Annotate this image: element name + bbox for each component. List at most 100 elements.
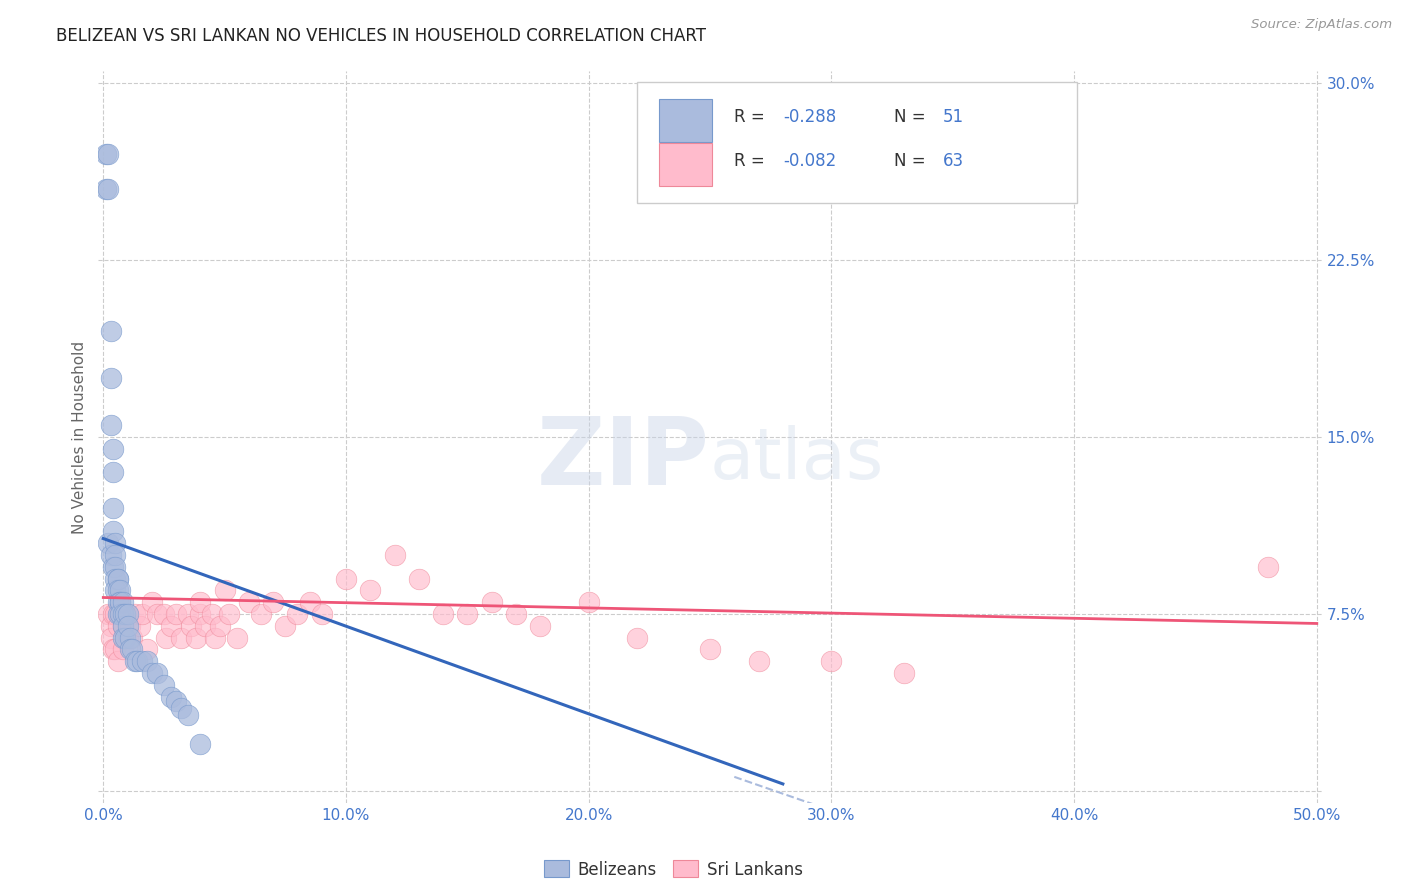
Text: -0.082: -0.082	[783, 153, 837, 170]
Point	[107, 595, 129, 609]
Point	[97, 182, 120, 196]
Y-axis label: No Vehicles in Household: No Vehicles in Household	[72, 341, 87, 533]
Point	[250, 607, 273, 621]
Point	[111, 619, 134, 633]
Point	[97, 607, 120, 621]
Point	[117, 619, 139, 633]
Point	[141, 666, 163, 681]
Point	[155, 631, 177, 645]
Point	[107, 583, 129, 598]
Point	[101, 607, 124, 621]
Point	[124, 654, 146, 668]
Point	[104, 559, 127, 574]
Point	[101, 524, 124, 539]
FancyBboxPatch shape	[637, 82, 1077, 203]
Point	[180, 619, 202, 633]
Point	[110, 583, 132, 598]
Point	[100, 324, 122, 338]
Point	[104, 607, 127, 621]
Point	[101, 466, 124, 480]
Point	[94, 147, 117, 161]
Point	[107, 572, 129, 586]
FancyBboxPatch shape	[658, 143, 713, 186]
Point	[311, 607, 333, 621]
Point	[262, 595, 284, 609]
Point	[626, 631, 648, 645]
Point	[111, 642, 134, 657]
Point	[238, 595, 260, 609]
Point	[100, 548, 122, 562]
Point	[104, 548, 127, 562]
Point	[218, 607, 240, 621]
Point	[820, 654, 842, 668]
Text: R =: R =	[734, 108, 770, 126]
Point	[188, 607, 212, 621]
Point	[145, 607, 167, 621]
Point	[699, 642, 721, 657]
Point	[481, 595, 503, 609]
Point	[110, 607, 132, 621]
Point	[432, 607, 454, 621]
Point	[384, 548, 406, 562]
Point	[578, 595, 600, 609]
Point	[107, 607, 129, 621]
Point	[94, 182, 117, 196]
Point	[136, 654, 159, 668]
Point	[118, 631, 141, 645]
Point	[110, 595, 132, 609]
Point	[107, 619, 129, 633]
Text: atlas: atlas	[710, 425, 884, 493]
Point	[287, 607, 309, 621]
Text: R =: R =	[734, 153, 770, 170]
Point	[529, 619, 551, 633]
Point	[141, 595, 163, 609]
Point	[117, 631, 139, 645]
Point	[505, 607, 527, 621]
Point	[408, 572, 430, 586]
Point	[160, 619, 183, 633]
Point	[153, 678, 176, 692]
Point	[131, 654, 153, 668]
Point	[225, 631, 247, 645]
Text: -0.288: -0.288	[783, 108, 837, 126]
Point	[893, 666, 915, 681]
Point	[107, 572, 129, 586]
Point	[359, 583, 381, 598]
Point	[153, 607, 176, 621]
Point	[201, 607, 224, 621]
Point	[127, 654, 149, 668]
Point	[208, 619, 231, 633]
Point	[107, 654, 129, 668]
Point	[1257, 559, 1279, 574]
Point	[101, 500, 124, 515]
Point	[274, 619, 297, 633]
Point	[160, 690, 183, 704]
Point	[100, 371, 122, 385]
Point	[104, 572, 127, 586]
Point	[128, 619, 150, 633]
Text: ZIP: ZIP	[537, 413, 710, 505]
Point	[114, 631, 136, 645]
Point	[188, 737, 212, 751]
Point	[110, 607, 132, 621]
Point	[177, 607, 200, 621]
Point	[136, 642, 159, 657]
Point	[184, 631, 207, 645]
Point	[121, 631, 143, 645]
FancyBboxPatch shape	[658, 99, 713, 143]
Point	[748, 654, 770, 668]
Point	[170, 631, 193, 645]
Point	[101, 442, 124, 456]
Point	[456, 607, 478, 621]
Point	[100, 418, 122, 433]
Legend: Belizeans, Sri Lankans: Belizeans, Sri Lankans	[544, 861, 803, 879]
Point	[335, 572, 357, 586]
Point	[188, 595, 212, 609]
Point	[214, 583, 236, 598]
Point	[101, 642, 124, 657]
Point	[111, 607, 134, 621]
Text: BELIZEAN VS SRI LANKAN NO VEHICLES IN HOUSEHOLD CORRELATION CHART: BELIZEAN VS SRI LANKAN NO VEHICLES IN HO…	[56, 27, 706, 45]
Text: N =: N =	[894, 108, 931, 126]
Point	[104, 583, 127, 598]
Point	[117, 607, 139, 621]
